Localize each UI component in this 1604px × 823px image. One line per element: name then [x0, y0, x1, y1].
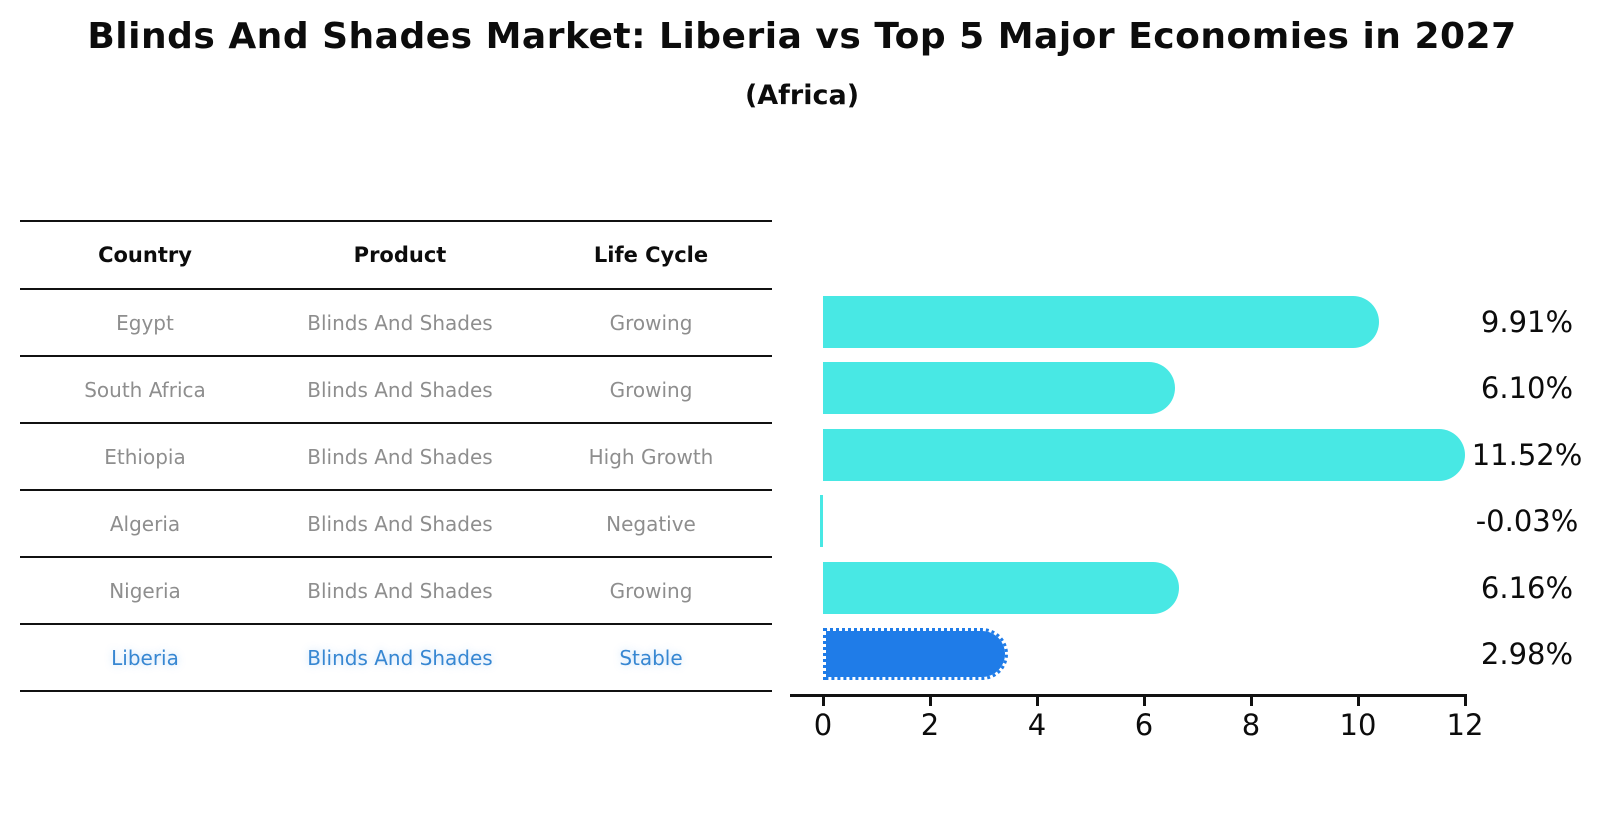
cell-life-cycle: High Growth [588, 444, 714, 469]
value-label-south-africa: 6.10% [1480, 371, 1574, 406]
cell-product: Blinds And Shades [307, 310, 493, 335]
cell-life-cycle: Growing [609, 578, 693, 603]
table-row-ethiopia: Ethiopia Blinds And Shades High Growth [20, 424, 772, 491]
table-header-row: Country Product Life Cycle [20, 222, 772, 290]
table-header-product: Product [353, 243, 447, 267]
x-axis-tick-label: 10 [1339, 708, 1377, 742]
bar-egypt [823, 296, 1380, 348]
x-axis-tick [1463, 697, 1467, 706]
table-row-algeria: Algeria Blinds And Shades Negative [20, 491, 772, 558]
cell-country: South Africa [84, 377, 206, 402]
value-label-liberia: 2.98% [1480, 637, 1574, 671]
cell-country: Algeria [109, 511, 181, 536]
cell-country: Ethiopia [104, 444, 186, 469]
cell-country: Nigeria [109, 578, 181, 603]
table-row-nigeria: Nigeria Blinds And Shades Growing [20, 558, 772, 625]
cell-life-cycle: Negative [606, 511, 696, 536]
value-label-nigeria: 6.16% [1480, 570, 1574, 605]
x-axis-tick-label: 0 [813, 708, 833, 742]
x-axis-tick-label: 4 [1027, 708, 1047, 742]
x-axis-tick [928, 697, 932, 706]
cell-life-cycle: Stable [619, 645, 683, 670]
x-axis-tick [1356, 697, 1360, 706]
x-axis-line [790, 694, 1467, 697]
bar-south-africa [823, 362, 1176, 415]
cell-product: Blinds And Shades [307, 377, 493, 402]
x-axis-tick [1142, 697, 1146, 706]
cell-product: Blinds And Shades [307, 511, 493, 536]
value-label-ethiopia: 11.52% [1471, 437, 1583, 472]
table-row-south-africa: South Africa Blinds And Shades Growing [20, 357, 772, 424]
table-header-lifecycle: Life Cycle [593, 243, 709, 267]
cell-product: Blinds And Shades [307, 645, 493, 670]
country-table: Country Product Life Cycle Egypt Blinds A… [20, 220, 772, 692]
bar-liberia [823, 628, 1009, 680]
chart-title: Blinds And Shades Market: Liberia vs Top… [87, 16, 1517, 57]
x-axis-tick-label: 8 [1241, 708, 1261, 742]
cell-life-cycle: Growing [609, 377, 693, 402]
x-axis-tick [821, 697, 825, 706]
table-header-country: Country [98, 243, 192, 267]
value-label-egypt: 9.91% [1480, 305, 1574, 339]
cell-life-cycle: Growing [609, 310, 693, 335]
x-axis-tick-label: 2 [920, 708, 940, 742]
bar-algeria [820, 495, 823, 548]
x-axis-tick [1249, 697, 1253, 706]
table-row-egypt: Egypt Blinds And Shades Growing [20, 290, 772, 357]
chart-subtitle: (Africa) [744, 80, 860, 111]
cell-country: Egypt [116, 310, 174, 335]
value-label-algeria: -0.03% [1475, 504, 1579, 539]
cell-product: Blinds And Shades [307, 578, 493, 603]
bar-ethiopia [823, 428, 1466, 481]
bar-nigeria [823, 561, 1179, 614]
x-axis-tick-label: 6 [1134, 708, 1154, 742]
cell-country: Liberia [111, 645, 179, 670]
table-row-liberia: Liberia Blinds And Shades Stable [20, 625, 772, 692]
x-axis-tick-label: 12 [1446, 708, 1484, 742]
cell-product: Blinds And Shades [307, 444, 493, 469]
x-axis-tick [1035, 697, 1039, 706]
